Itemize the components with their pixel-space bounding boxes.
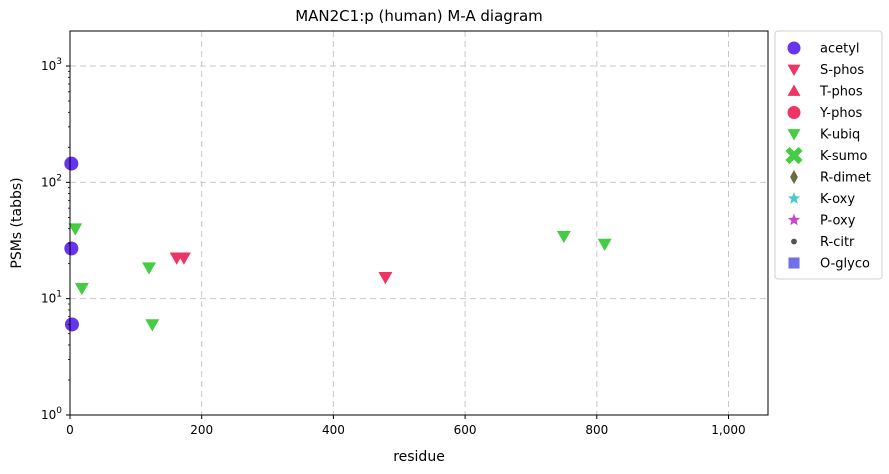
- data-point-s-phos: [378, 271, 393, 285]
- legend-label: R-citr: [820, 235, 855, 250]
- data-point-k-ubiq: [74, 282, 89, 296]
- legend-label: Y-phos: [819, 106, 863, 121]
- legend-label: S-phos: [820, 63, 864, 78]
- legend-label: P-oxy: [820, 214, 856, 229]
- legend-marker-r-dimet: [790, 169, 798, 185]
- y-tick-label: 102: [41, 173, 62, 189]
- chart-title: MAN2C1:p (human) M-A diagram: [295, 7, 543, 25]
- axis-ticks: 0 200 400 600 800 1,000 100 101 102 103: [41, 57, 746, 437]
- y-axis-label: PSMs (tabbs): [9, 177, 25, 268]
- legend-marker-p-oxy: [787, 213, 801, 226]
- legend-label: acetyl: [820, 42, 860, 57]
- data-point-k-ubiq: [68, 223, 83, 236]
- legend-marker-o-glyco: [788, 257, 800, 269]
- legend-marker-y-phos: [787, 106, 801, 119]
- x-tick-label: 400: [322, 423, 345, 437]
- legend-label: K-ubiq: [820, 128, 860, 143]
- legend: acetyl S-phos T-phos Y-phos K-ubiq K-sumo R-di…: [774, 30, 883, 280]
- legend-label: R-dimet: [820, 171, 871, 186]
- x-axis-label: residue: [393, 449, 445, 465]
- legend-entry-t-phos: T-phos: [787, 84, 863, 100]
- legend-label: O-glyco: [820, 257, 870, 272]
- data-point-acetyl: [64, 241, 79, 256]
- data-point-k-ubiq: [142, 262, 157, 275]
- x-tick-label: 0: [66, 423, 74, 437]
- legend-entry-r-citr: R-citr: [791, 235, 855, 250]
- y-tick-label: 101: [41, 290, 62, 306]
- data-point-s-phos: [176, 252, 191, 265]
- data-points: [64, 156, 612, 332]
- legend-entry-k-sumo: K-sumo: [785, 146, 868, 165]
- legend-label: K-oxy: [820, 192, 855, 207]
- legend-entry-s-phos: S-phos: [787, 63, 864, 78]
- legend-marker-acetyl: [787, 41, 801, 55]
- data-point-k-ubiq: [145, 319, 160, 332]
- y-tick-label: 103: [41, 57, 62, 73]
- legend-frame: [774, 30, 883, 280]
- legend-marker-r-citr: [791, 238, 797, 245]
- legend-label: K-sumo: [820, 149, 868, 164]
- legend-entry-o-glyco: O-glyco: [788, 257, 870, 272]
- grid-lines: [70, 31, 768, 415]
- legend-entry-acetyl: acetyl: [787, 41, 860, 57]
- legend-marker-t-phos: [787, 84, 801, 96]
- legend-entry-k-ubiq: K-ubiq: [787, 128, 860, 143]
- x-tick-label: 600: [454, 423, 477, 437]
- legend-marker-k-ubiq: [787, 129, 801, 141]
- legend-marker-k-sumo: [785, 146, 803, 165]
- legend-marker-k-oxy: [787, 192, 801, 204]
- x-tick-label: 800: [585, 423, 608, 437]
- y-tick-label: 100: [41, 406, 62, 422]
- x-tick-label: 200: [190, 423, 213, 437]
- data-point-acetyl: [64, 156, 79, 171]
- data-point-k-ubiq: [556, 230, 571, 244]
- data-point-k-ubiq: [597, 238, 612, 252]
- x-tick-label: 1,000: [711, 423, 745, 437]
- legend-marker-s-phos: [787, 64, 801, 76]
- legend-entry-r-dimet: R-dimet: [790, 169, 871, 186]
- legend-entry-k-oxy: K-oxy: [787, 192, 855, 207]
- legend-entry-y-phos: Y-phos: [787, 106, 863, 121]
- legend-label: T-phos: [819, 85, 863, 100]
- data-point-acetyl: [64, 317, 79, 332]
- plot-area-frame: [69, 30, 769, 416]
- legend-entry-p-oxy: P-oxy: [787, 213, 856, 229]
